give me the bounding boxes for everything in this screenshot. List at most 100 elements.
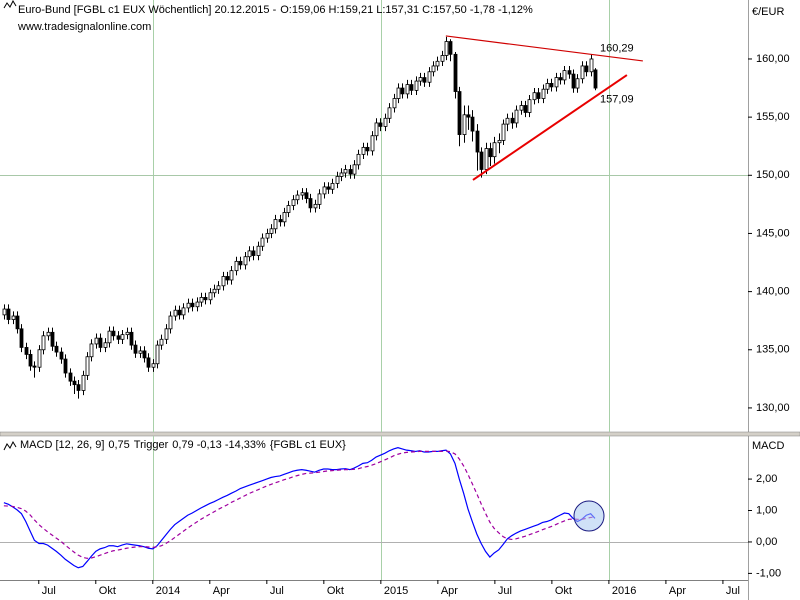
- candle-body: [81, 374, 86, 391]
- candle-body: [37, 349, 42, 368]
- candle-body: [286, 205, 291, 213]
- y-tick-label: 135,00: [756, 344, 790, 356]
- header-text: {FGBL c1 EUX}: [270, 439, 346, 451]
- y-tick-label: 160,00: [756, 53, 790, 65]
- y-tick-label: 150,00: [756, 169, 790, 181]
- candle-body: [462, 114, 467, 135]
- candle-body: [322, 186, 327, 195]
- x-tick-label: Okt: [99, 585, 116, 597]
- candle-body: [313, 203, 318, 209]
- y-tick-label: 130,00: [756, 402, 790, 414]
- candle-body: [229, 270, 234, 281]
- candle-body: [470, 116, 475, 132]
- candle-body: [120, 334, 125, 340]
- candle-body: [361, 146, 366, 155]
- candle-body: [2, 308, 7, 316]
- candle-body: [125, 331, 130, 336]
- candle-body: [339, 172, 344, 177]
- candle-body: [116, 335, 121, 340]
- candle-body: [177, 309, 182, 316]
- candle-body: [59, 351, 64, 360]
- y-tick-label: -1,00: [756, 567, 781, 579]
- candle-body: [265, 233, 270, 239]
- header-text: Trigger: [134, 439, 169, 451]
- candle-body: [238, 260, 243, 266]
- candle-body: [107, 330, 112, 344]
- candle-body: [580, 65, 585, 80]
- candle-body: [247, 250, 252, 258]
- x-tick-label: Apr: [441, 585, 458, 597]
- x-tick-label: 2014: [156, 585, 180, 597]
- grid-layer: [0, 0, 752, 584]
- x-tick-label: 2016: [612, 585, 636, 597]
- trend-label: 160,29: [600, 42, 634, 54]
- header-text: Euro-Bund [FGBL c1 EUX Wöchentlich] 20.1…: [18, 4, 277, 16]
- candle-body: [431, 65, 436, 73]
- candle-body: [593, 69, 598, 89]
- candle-body: [405, 84, 410, 95]
- candle-body: [383, 117, 388, 127]
- candle-body: [6, 308, 11, 320]
- highlight-circle: [573, 500, 605, 532]
- candle-body: [484, 148, 489, 170]
- candle-body: [181, 307, 186, 316]
- trend-line: [472, 74, 628, 181]
- x-tick-label: Jul: [270, 585, 284, 597]
- candle-body: [221, 276, 226, 287]
- candle-body: [584, 65, 589, 73]
- candle-body: [50, 331, 55, 347]
- candle-body: [387, 107, 392, 119]
- candle-body: [317, 193, 322, 205]
- header-text: MACD [12, 26, 9]: [20, 439, 104, 451]
- candle-body: [186, 302, 191, 309]
- candle-body: [208, 292, 213, 301]
- candle-body: [300, 192, 305, 196]
- candle-body: [541, 88, 546, 99]
- candle-body: [190, 302, 195, 308]
- candle-body: [32, 365, 37, 368]
- candle-body: [435, 60, 440, 67]
- candle-body: [409, 84, 414, 91]
- candle-body: [427, 71, 432, 83]
- candle-body: [488, 148, 493, 158]
- candle-body: [234, 260, 239, 272]
- candle-body: [466, 114, 471, 118]
- candle-body: [168, 315, 173, 330]
- candle-body: [575, 78, 580, 89]
- indicator-icon: [3, 440, 17, 451]
- source: www.tradesignalonline.com: [17, 21, 151, 33]
- candle-body: [501, 123, 506, 141]
- trend-label: 157,09: [600, 93, 634, 105]
- candle-body: [330, 183, 335, 190]
- candle-body: [527, 99, 532, 113]
- candle-body: [414, 80, 419, 91]
- x-tick-label: Apr: [213, 585, 230, 597]
- candle-body: [155, 344, 160, 365]
- candle-body: [418, 77, 423, 82]
- candle-body: [203, 297, 208, 301]
- candle-body: [41, 335, 46, 351]
- candle-body: [554, 77, 559, 88]
- x-tick-label: Okt: [555, 585, 572, 597]
- candle-body: [440, 55, 445, 62]
- candle-body: [348, 169, 353, 175]
- header-text: O:159,06 H:159,21 L:157,31 C:157,50 -1,7…: [280, 4, 533, 16]
- candle-body: [400, 87, 405, 95]
- candle-body: [68, 372, 73, 382]
- candle-body: [146, 357, 151, 368]
- x-tick-label: Jul: [498, 585, 512, 597]
- candle-body: [549, 82, 554, 88]
- candle-body: [453, 53, 458, 92]
- candle-body: [356, 153, 361, 166]
- candle-body: [519, 105, 524, 111]
- candle-body: [89, 343, 94, 358]
- x-tick-label: Jul: [726, 585, 740, 597]
- panel-divider: [0, 431, 800, 437]
- candle-body: [133, 344, 138, 354]
- candle-body: [19, 328, 24, 348]
- candle-body: [396, 87, 401, 99]
- candle-body: [85, 356, 90, 376]
